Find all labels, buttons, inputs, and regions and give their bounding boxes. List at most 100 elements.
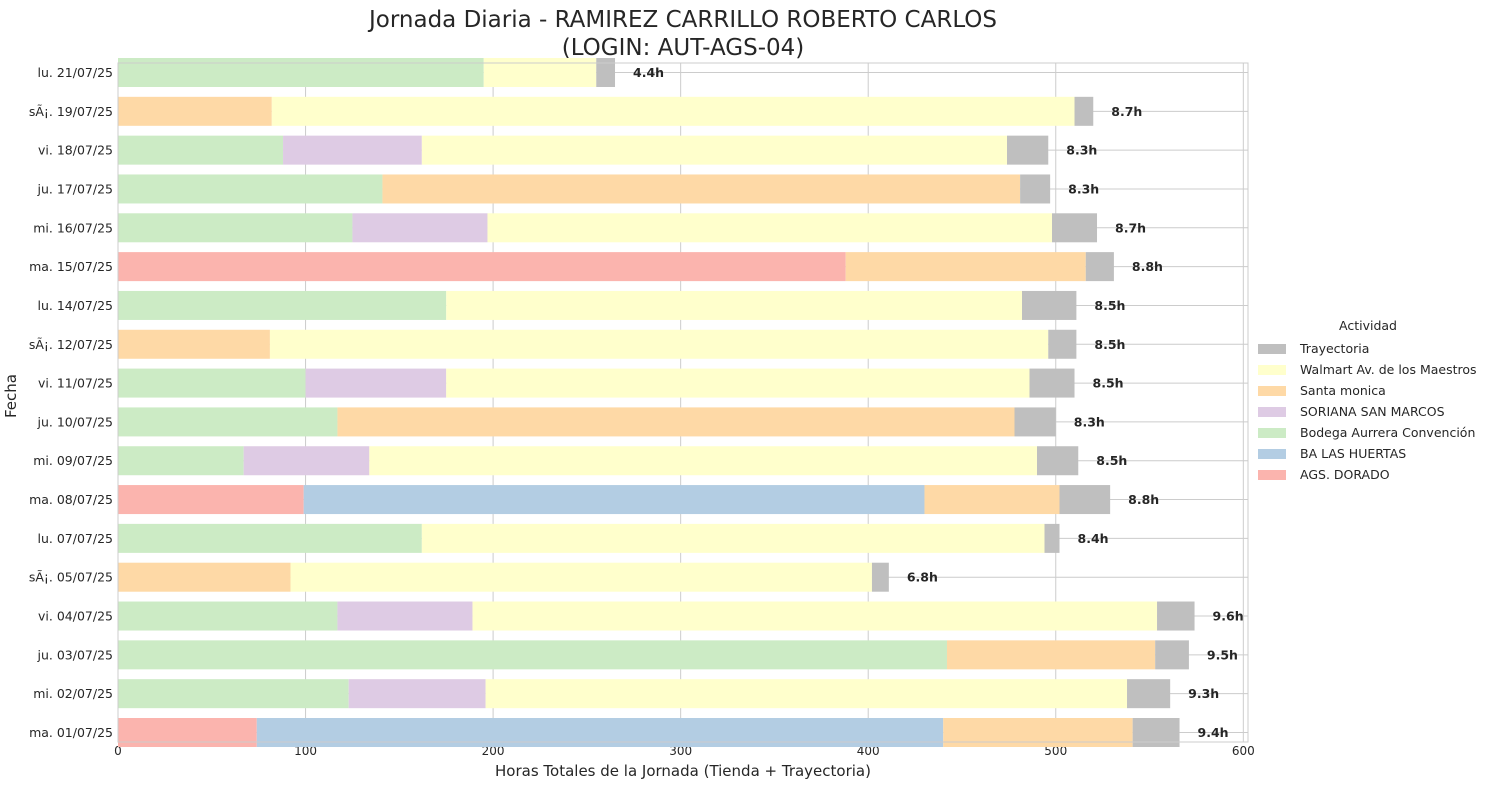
legend-item: Bodega Aurrera Convención (1258, 422, 1478, 443)
bar-segment (1037, 446, 1079, 476)
bar-segment (845, 252, 1086, 282)
bar-segment (337, 601, 473, 631)
bar-segment (118, 213, 353, 243)
bar-segment (118, 562, 291, 592)
bar-total-label: 8.8h (1128, 492, 1159, 507)
bar-segment (1157, 601, 1195, 631)
x-tick-label: 400 (857, 744, 880, 758)
y-tick-label: ma. 08/07/25 (29, 492, 113, 507)
bar-total-label: 8.5h (1094, 298, 1125, 313)
bar-segment (1085, 252, 1114, 282)
bar-segment (118, 679, 349, 709)
bar-segment (1048, 329, 1077, 359)
bar-segment (352, 213, 488, 243)
bar-segment (271, 96, 1075, 126)
x-tick-label: 300 (669, 744, 692, 758)
bar-segment (421, 135, 1007, 165)
bar-total-label: 8.3h (1068, 181, 1099, 196)
bar-segment (1014, 407, 1056, 437)
bar-total-label: 8.5h (1093, 376, 1124, 391)
legend-label: Walmart Av. de los Maestros (1300, 362, 1477, 377)
legend-swatch (1258, 385, 1286, 396)
bar-segment (924, 485, 1060, 515)
bar-segment (382, 174, 1021, 204)
legend-swatch (1258, 448, 1286, 459)
legend-item: Walmart Av. de los Maestros (1258, 359, 1478, 380)
bar-segment (1022, 290, 1077, 320)
bar-segment (1029, 368, 1075, 398)
legend-swatch (1258, 469, 1286, 480)
legend: Actividad Trayectoria Walmart Av. de los … (1258, 318, 1478, 485)
legend-label: Trayectoria (1300, 341, 1370, 356)
bar-segment (290, 562, 872, 592)
bar-total-label: 9.5h (1207, 647, 1238, 662)
bar-segment (118, 329, 270, 359)
legend-swatch (1258, 364, 1286, 375)
chart-title-line2: (LOGIN: AUT-AGS-04) (561, 35, 805, 61)
bar-segment (485, 679, 1128, 709)
legend-item: SORIANA SAN MARCOS (1258, 401, 1478, 422)
y-tick-label: sÃ¡. 19/07/25 (29, 104, 113, 119)
y-tick-label: vi. 04/07/25 (38, 609, 113, 624)
bar-total-label: 9.3h (1188, 686, 1219, 701)
bar-total-label: 8.3h (1066, 143, 1097, 158)
bar-total-label: 8.3h (1074, 414, 1105, 429)
legend-label: Bodega Aurrera Convención (1300, 425, 1476, 440)
bar-segment (943, 718, 1133, 747)
legend-items: Trayectoria Walmart Av. de los Maestros Sa… (1258, 338, 1478, 485)
bar-segment (118, 640, 947, 670)
y-tick-label: sÃ¡. 12/07/25 (29, 337, 113, 352)
legend-label: Santa monica (1300, 383, 1386, 398)
legend-label: AGS. DORADO (1300, 467, 1390, 482)
bar-total-label: 8.4h (1078, 531, 1109, 546)
x-tick-label: 0 (114, 744, 122, 758)
bar-segment (243, 446, 370, 476)
y-tick-label: ju. 10/07/25 (37, 414, 113, 429)
legend-item: Trayectoria (1258, 338, 1478, 359)
y-tick-label: mi. 02/07/25 (33, 686, 113, 701)
bar-segment (118, 485, 304, 515)
legend-item: AGS. DORADO (1258, 464, 1478, 485)
bar-segment (118, 58, 484, 87)
bar-segment (305, 368, 447, 398)
bar-segment (283, 135, 422, 165)
x-tick-label: 600 (1232, 744, 1255, 758)
bar-segment (118, 174, 383, 204)
legend-swatch (1258, 343, 1286, 354)
bar-segment (472, 601, 1158, 631)
y-tick-label: vi. 11/07/25 (38, 376, 113, 391)
bar-total-label: 8.8h (1132, 259, 1163, 274)
bar-total-label: 9.6h (1213, 609, 1244, 624)
y-tick-label: vi. 18/07/25 (38, 143, 113, 158)
bar-segment (1132, 718, 1180, 747)
bar-segment (118, 407, 338, 437)
legend-label: BA LAS HUERTAS (1300, 446, 1407, 461)
bar-segment (446, 290, 1022, 320)
bar-total-label: 8.7h (1115, 220, 1146, 235)
x-tick-label: 100 (294, 744, 317, 758)
bar-segment (1044, 523, 1060, 553)
y-tick-label: ma. 01/07/25 (29, 725, 113, 740)
bar-segment (1155, 640, 1189, 670)
y-tick-label: lu. 14/07/25 (38, 298, 113, 313)
bar-segment (269, 329, 1049, 359)
bar-segment (118, 96, 272, 126)
y-tick-label: mi. 16/07/25 (33, 220, 113, 235)
bar-segment (946, 640, 1156, 670)
bar-total-label: 8.5h (1094, 337, 1125, 352)
bar-segment (483, 58, 597, 87)
y-tick-label: lu. 07/07/25 (38, 531, 113, 546)
y-axis-label: Fecha (2, 374, 20, 418)
x-tick-label: 500 (1044, 744, 1067, 758)
bar-segment (118, 252, 846, 282)
y-tick-label: mi. 09/07/25 (33, 453, 113, 468)
legend-item: Santa monica (1258, 380, 1478, 401)
bar-segment (348, 679, 486, 709)
bar-total-label: 8.7h (1111, 104, 1142, 119)
bar-segment (421, 523, 1045, 553)
legend-label: SORIANA SAN MARCOS (1300, 404, 1445, 419)
bar-segment (118, 368, 306, 398)
y-tick-label: ju. 17/07/25 (37, 181, 113, 196)
bar-segment (446, 368, 1030, 398)
bar-total-label: 8.5h (1096, 453, 1127, 468)
